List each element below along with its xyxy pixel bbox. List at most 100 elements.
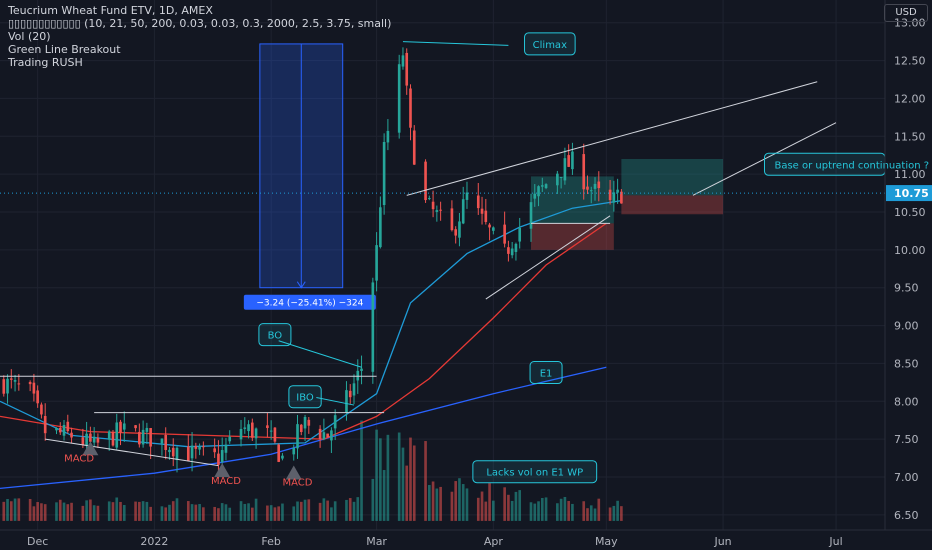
- candle-body: [149, 428, 152, 447]
- volume-bar: [119, 501, 122, 521]
- volume-bar: [476, 497, 480, 521]
- candle-body: [480, 208, 484, 214]
- volume-bar: [269, 505, 273, 521]
- volume-bar: [492, 500, 495, 521]
- volume-bar: [435, 488, 439, 521]
- candle-body: [537, 186, 540, 197]
- candle-body: [586, 186, 589, 190]
- volume-bar: [488, 483, 491, 521]
- candle-body: [168, 449, 171, 453]
- candle-body: [96, 437, 100, 443]
- candle-body: [277, 444, 280, 462]
- x-tick-label: Jun: [713, 535, 731, 548]
- candle-body: [122, 423, 126, 430]
- volume-bar: [145, 501, 149, 521]
- volume-bar: [6, 499, 9, 521]
- candle-body: [220, 450, 224, 463]
- annotations[interactable]: Climax BO IBO E1 Lacks vol on E1 WP Base or u…: [64, 32, 932, 489]
- volume-bar: [66, 504, 70, 521]
- candle-body: [620, 191, 623, 204]
- candle-body: [461, 199, 465, 224]
- measure-label-bg: [243, 294, 376, 310]
- indicator-params[interactable]: ▯▯▯▯▯▯▯▯▯▯▯▯ (10, 21, 50, 200, 0.03, 0.0…: [8, 17, 391, 30]
- volume-bar: [510, 500, 514, 521]
- y-tick-label: 9.50: [894, 282, 919, 295]
- candle-body: [333, 415, 337, 429]
- candle-body: [247, 424, 250, 432]
- candle-body: [597, 181, 601, 189]
- candle-body: [224, 444, 228, 453]
- candle-body: [424, 161, 427, 201]
- candle-body: [228, 436, 232, 442]
- volume-bar: [461, 484, 465, 521]
- volume-bar: [345, 499, 348, 521]
- candle-body: [428, 198, 431, 200]
- volume-bar: [32, 506, 36, 521]
- volume-bar: [375, 429, 378, 521]
- candle-body: [435, 210, 439, 212]
- candle-body: [322, 432, 326, 440]
- volume-bar: [507, 494, 510, 521]
- volume-bar: [608, 507, 612, 521]
- trendlines[interactable]: [0, 41, 885, 467]
- candle-body: [92, 436, 96, 443]
- annotation-box: [258, 323, 292, 347]
- candle-body: [567, 155, 570, 167]
- volume-bar: [194, 504, 198, 521]
- candle-body: [401, 55, 405, 67]
- volume-bar: [458, 478, 461, 521]
- annotation-box: [472, 460, 598, 484]
- volume-bar: [266, 505, 269, 521]
- candle-body: [303, 417, 307, 429]
- price-axis[interactable]: 13.00 12.50 12.00 11.50 11.00 10.50 10.00 9.50 9…: [886, 17, 932, 522]
- volume-bar: [616, 500, 619, 521]
- volume-bar: [620, 506, 623, 521]
- volume-bar: [326, 500, 329, 521]
- volume-bar: [593, 508, 597, 521]
- candle-body: [160, 438, 164, 444]
- candle-body: [507, 247, 510, 254]
- candle-body: [356, 370, 360, 381]
- candle-body: [345, 390, 348, 413]
- trading-rush-indicator[interactable]: Trading RUSH: [8, 56, 83, 69]
- candle-body: [62, 424, 66, 436]
- volume-bar: [318, 502, 322, 521]
- candle-body: [409, 88, 412, 128]
- annotation-text: Lacks vol on E1 WP: [486, 468, 583, 479]
- candle-body: [107, 431, 111, 440]
- candle-body: [397, 64, 401, 133]
- volume-bar: [556, 503, 559, 521]
- current-price-badge: [886, 185, 932, 202]
- candle-body: [190, 445, 194, 459]
- volume-bar: [81, 505, 85, 521]
- volume-bar: [198, 504, 201, 521]
- candle-body: [40, 404, 43, 415]
- candle-body: [330, 430, 333, 441]
- volume-bar: [160, 506, 164, 521]
- volume-bar: [356, 497, 360, 521]
- currency-button[interactable]: USD: [884, 4, 928, 22]
- volume-bar: [465, 488, 469, 521]
- volume-bar: [89, 499, 92, 521]
- volume-bar: [171, 501, 175, 521]
- green-line-indicator[interactable]: Green Line Breakout: [8, 43, 121, 56]
- volume-bar: [348, 498, 352, 521]
- measure-arrowhead: [296, 281, 306, 289]
- candle-body: [269, 430, 273, 432]
- volume-bar: [190, 504, 194, 521]
- macd-label: MACD: [211, 476, 241, 487]
- symbol-title[interactable]: Teucrium Wheat Fund ETV, 1D, AMEX: [8, 4, 213, 17]
- volume-bar: [397, 432, 401, 521]
- time-axis[interactable]: Dec 2022 Feb Mar Apr May Jun Jul: [27, 535, 843, 548]
- volume-bar: [239, 501, 243, 521]
- candle-body: [281, 455, 284, 459]
- volume-indicator[interactable]: Vol (20): [8, 30, 51, 43]
- volume-bars: [2, 420, 623, 521]
- candle-body: [616, 189, 619, 193]
- candle-body: [251, 422, 254, 438]
- candle-body: [266, 425, 269, 429]
- trendline-bo-leader: [278, 340, 362, 368]
- volume-bar: [303, 499, 307, 521]
- annotation-text: IBO: [296, 393, 314, 404]
